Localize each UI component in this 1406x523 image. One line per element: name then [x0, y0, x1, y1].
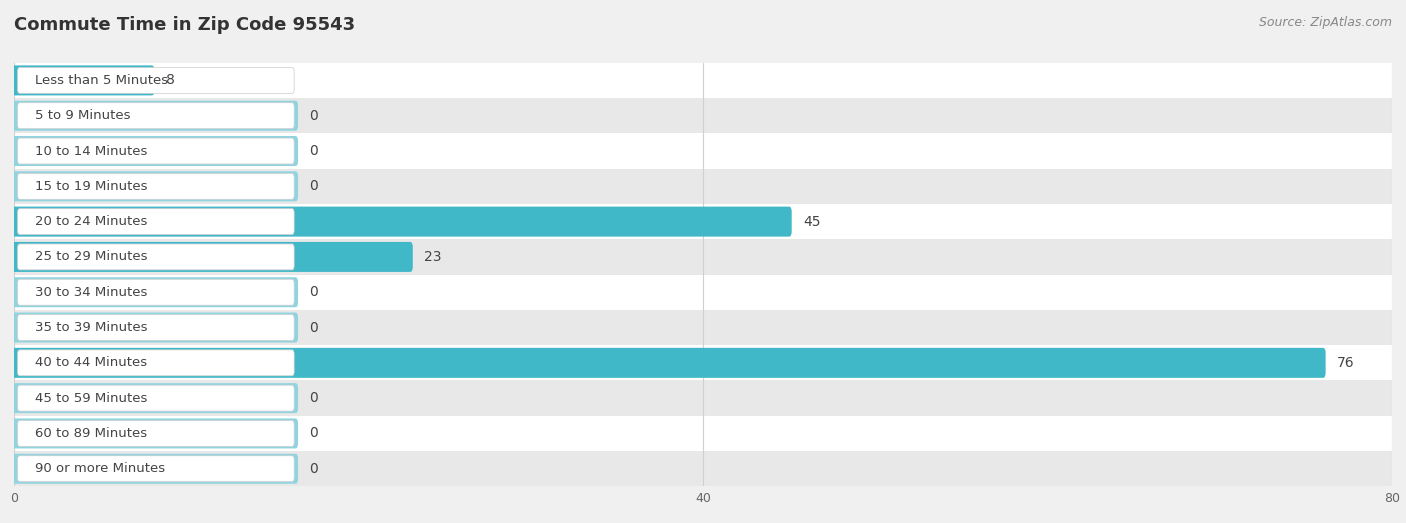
- Text: 0: 0: [309, 391, 318, 405]
- Text: 30 to 34 Minutes: 30 to 34 Minutes: [35, 286, 148, 299]
- FancyBboxPatch shape: [11, 383, 298, 413]
- FancyBboxPatch shape: [17, 279, 294, 305]
- Bar: [14, 133, 1392, 168]
- Bar: [14, 240, 1392, 275]
- Text: 0: 0: [309, 179, 318, 194]
- Text: 0: 0: [309, 426, 318, 440]
- Text: 15 to 19 Minutes: 15 to 19 Minutes: [35, 180, 148, 193]
- FancyBboxPatch shape: [17, 244, 294, 270]
- Text: 0: 0: [309, 462, 318, 476]
- Bar: [14, 345, 1392, 381]
- FancyBboxPatch shape: [17, 385, 294, 411]
- Bar: [14, 310, 1392, 345]
- Text: Less than 5 Minutes: Less than 5 Minutes: [35, 74, 167, 87]
- Text: 35 to 39 Minutes: 35 to 39 Minutes: [35, 321, 148, 334]
- Text: Source: ZipAtlas.com: Source: ZipAtlas.com: [1258, 16, 1392, 29]
- FancyBboxPatch shape: [11, 277, 298, 307]
- Text: 0: 0: [309, 285, 318, 299]
- FancyBboxPatch shape: [17, 420, 294, 447]
- Text: 76: 76: [1337, 356, 1354, 370]
- Text: 10 to 14 Minutes: 10 to 14 Minutes: [35, 144, 148, 157]
- FancyBboxPatch shape: [11, 242, 413, 272]
- FancyBboxPatch shape: [11, 172, 298, 201]
- Bar: [14, 204, 1392, 240]
- Bar: [14, 98, 1392, 133]
- Text: 20 to 24 Minutes: 20 to 24 Minutes: [35, 215, 148, 228]
- Text: 45: 45: [803, 214, 820, 229]
- Text: 0: 0: [309, 144, 318, 158]
- FancyBboxPatch shape: [11, 101, 298, 131]
- Text: 45 to 59 Minutes: 45 to 59 Minutes: [35, 392, 148, 405]
- FancyBboxPatch shape: [11, 313, 298, 343]
- Text: 5 to 9 Minutes: 5 to 9 Minutes: [35, 109, 131, 122]
- Text: 60 to 89 Minutes: 60 to 89 Minutes: [35, 427, 146, 440]
- FancyBboxPatch shape: [17, 138, 294, 164]
- Text: 25 to 29 Minutes: 25 to 29 Minutes: [35, 251, 148, 264]
- FancyBboxPatch shape: [11, 207, 792, 236]
- FancyBboxPatch shape: [11, 418, 298, 448]
- FancyBboxPatch shape: [17, 67, 294, 94]
- Text: 8: 8: [166, 73, 174, 87]
- Text: 23: 23: [425, 250, 441, 264]
- Bar: [14, 275, 1392, 310]
- FancyBboxPatch shape: [17, 456, 294, 482]
- Bar: [14, 381, 1392, 416]
- FancyBboxPatch shape: [17, 314, 294, 340]
- FancyBboxPatch shape: [17, 350, 294, 376]
- Bar: [14, 451, 1392, 486]
- FancyBboxPatch shape: [17, 173, 294, 199]
- FancyBboxPatch shape: [11, 348, 1326, 378]
- FancyBboxPatch shape: [11, 454, 298, 484]
- Text: 0: 0: [309, 321, 318, 335]
- FancyBboxPatch shape: [11, 65, 155, 95]
- Bar: [14, 416, 1392, 451]
- FancyBboxPatch shape: [17, 209, 294, 235]
- FancyBboxPatch shape: [11, 136, 298, 166]
- Bar: [14, 63, 1392, 98]
- Text: 90 or more Minutes: 90 or more Minutes: [35, 462, 165, 475]
- Text: Commute Time in Zip Code 95543: Commute Time in Zip Code 95543: [14, 16, 356, 33]
- Text: 0: 0: [309, 109, 318, 123]
- Text: 40 to 44 Minutes: 40 to 44 Minutes: [35, 356, 146, 369]
- Bar: [14, 168, 1392, 204]
- FancyBboxPatch shape: [17, 103, 294, 129]
